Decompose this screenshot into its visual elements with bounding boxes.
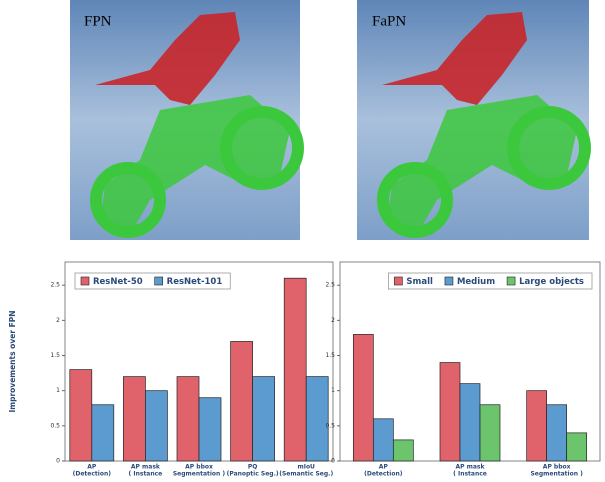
bar — [305, 376, 329, 462]
legend-label: Medium — [457, 277, 495, 287]
y-tick-label: 2 — [331, 317, 335, 324]
bar — [91, 404, 115, 462]
y-tick-label: 2.5 — [50, 282, 60, 289]
legend-swatch — [506, 276, 516, 286]
bar — [546, 404, 568, 462]
x-tick-label: (Semantic Seg.) — [279, 471, 333, 478]
x-tick-label: ( Instance — [453, 471, 487, 478]
legend: Small Medium Large objects — [387, 272, 593, 290]
bar — [123, 376, 146, 462]
legend-box — [74, 272, 231, 290]
x-tick-label: ( Instance — [129, 471, 163, 478]
y-tick-label: 1.5 — [325, 352, 335, 359]
legend-label: ResNet-101 — [167, 277, 223, 287]
image-label: FPN — [84, 13, 112, 29]
legend-swatch — [80, 276, 90, 286]
x-tick-label: AP — [379, 464, 389, 471]
bar — [526, 390, 548, 462]
bar — [372, 418, 394, 462]
y-tick-label: 0 — [56, 458, 60, 465]
bar — [145, 390, 168, 462]
y-tick-label: 2 — [56, 317, 60, 324]
image-fpn: FPN — [70, 0, 304, 240]
chart: 0 0.5 1 1.5 2 2.5 Improvements over FPN AP(Dete… — [8, 261, 333, 478]
y-tick-label: 0.5 — [50, 422, 60, 429]
x-tick-label: mIoU — [297, 464, 315, 471]
bar — [198, 397, 222, 462]
y-tick-label: 1.5 — [50, 352, 60, 359]
bar — [252, 376, 275, 462]
bar — [392, 439, 414, 462]
x-tick-label: AP — [87, 464, 97, 471]
bar — [283, 277, 307, 462]
bar — [230, 341, 253, 462]
x-tick-label: (Detection) — [73, 471, 112, 478]
bar — [459, 383, 481, 462]
x-tick-label: Segmentation ) — [530, 471, 583, 478]
x-tick-label: AP bbox — [543, 464, 571, 471]
x-tick-label: AP bbox — [185, 464, 213, 471]
legend-box — [387, 272, 593, 290]
y-axis-label: Improvements over FPN — [8, 310, 17, 412]
image-label: FaPN — [372, 13, 406, 29]
legend-swatch — [154, 276, 163, 286]
bar — [439, 362, 461, 462]
image-fapn: FaPN — [357, 0, 591, 240]
y-tick-label: 0 — [331, 458, 335, 465]
legend-label: Small — [406, 277, 433, 287]
x-tick-label: AP mask — [456, 464, 486, 471]
x-tick-label: PQ — [248, 464, 258, 471]
x-tick-label: AP mask — [131, 464, 161, 471]
bar — [69, 369, 93, 462]
y-tick-label: 1 — [331, 387, 335, 394]
y-tick-label: 0.5 — [325, 422, 335, 429]
x-tick-label: (Detection) — [364, 471, 403, 478]
legend-swatch — [444, 276, 454, 286]
legend: ResNet-50 ResNet-101 — [74, 272, 231, 290]
x-tick-label: Segmentation ) — [173, 471, 226, 478]
bar — [176, 376, 200, 462]
legend-label: Large objects — [519, 277, 584, 287]
bar — [352, 334, 374, 462]
legend-swatch — [394, 276, 403, 286]
bar — [566, 432, 588, 462]
y-tick-label: 1 — [56, 387, 60, 394]
x-tick-label: (Panoptic Seg.) — [227, 471, 279, 478]
chart: 0 0.5 1 1.5 2 2.5 AP(Detection) AP mask( Instan… — [325, 261, 601, 478]
y-tick-label: 2.5 — [325, 282, 335, 289]
legend-label: ResNet-50 — [93, 277, 143, 287]
bar — [479, 404, 501, 462]
